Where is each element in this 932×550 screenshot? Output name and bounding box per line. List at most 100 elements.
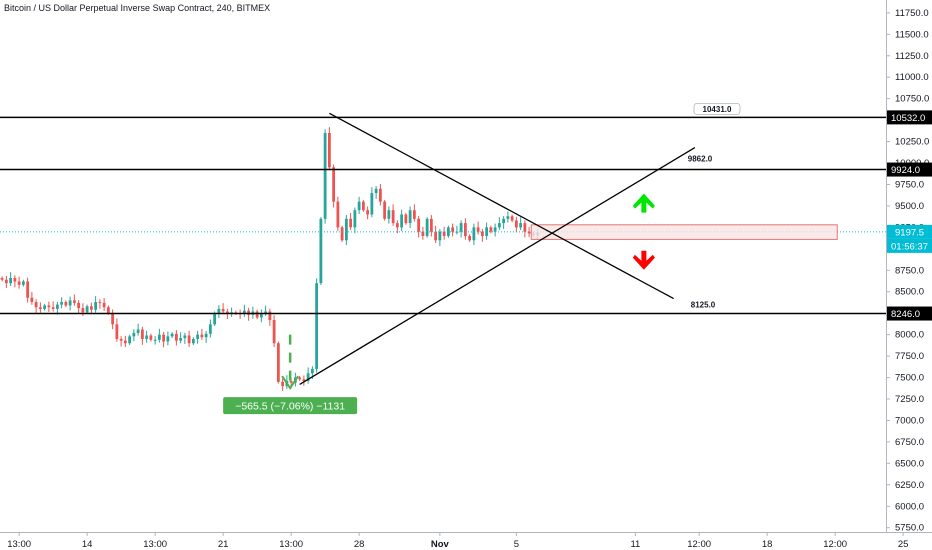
candle-down (247, 310, 251, 315)
candle-down (149, 335, 153, 340)
candle-up (94, 302, 98, 310)
current-price-label: 9197.5 (895, 227, 924, 238)
candle-up (153, 339, 157, 341)
candle-up (519, 223, 523, 228)
candle-up (85, 306, 89, 313)
candle-down (225, 311, 229, 314)
candle-up (166, 336, 170, 342)
candle-down (417, 218, 421, 232)
price-tick-label: 11500.0 (895, 29, 929, 40)
candle-down (378, 188, 382, 202)
price-tick-label: 11750.0 (895, 8, 929, 19)
breakout-zone-rectangle[interactable] (530, 224, 838, 240)
price-tick-label: 10750.0 (895, 94, 929, 105)
candle-down (327, 133, 331, 168)
candle-down (361, 201, 365, 211)
candle-up (208, 324, 212, 334)
candle-up (170, 333, 174, 337)
level-price-badge (887, 306, 932, 321)
candle-down (395, 223, 399, 228)
price-tick-label: 11000.0 (895, 72, 929, 83)
price-tick-label: 5750.0 (895, 523, 924, 534)
measure-chevron-icon (281, 375, 299, 390)
price-tick-label: 7500.0 (895, 373, 924, 384)
candle-down (480, 231, 484, 236)
time-tick-label: 13:00 (143, 539, 167, 550)
price-tick-label: 8000.0 (895, 330, 924, 341)
measure-badge (223, 397, 358, 415)
candle-down (47, 305, 51, 308)
candle-down (106, 307, 110, 314)
candle-down (366, 210, 370, 215)
time-tick-label: 12:00 (823, 539, 847, 550)
time-tick-label: 5 (514, 539, 519, 550)
candle-up (370, 193, 374, 215)
candle-up (259, 313, 263, 318)
candle-down (429, 218, 433, 232)
price-tick-label: 7250.0 (895, 394, 924, 405)
candle-down (276, 343, 280, 382)
candle-up (357, 201, 361, 211)
candle-down (336, 201, 340, 228)
candle-down (38, 307, 42, 309)
candle-up (9, 278, 13, 284)
candle-up (60, 302, 64, 305)
price-tick-label: 7750.0 (895, 351, 924, 362)
candle-down (442, 231, 446, 236)
candle-down (523, 223, 527, 232)
candle-up (408, 210, 412, 224)
candle-down (272, 320, 276, 344)
candle-down (302, 379, 306, 381)
level-annotation: 9862.0 (688, 155, 713, 164)
candle-up (319, 218, 323, 284)
candle-up (502, 218, 506, 224)
time-tick-label: 14 (82, 539, 93, 550)
candle-down (119, 338, 123, 341)
candle-up (242, 310, 246, 315)
candle-down (17, 281, 21, 285)
time-tick-label: 12:00 (687, 539, 711, 550)
countdown-badge (887, 238, 932, 253)
candle-up (68, 300, 72, 306)
candle-down (510, 216, 514, 221)
descending-trendline[interactable] (329, 112, 674, 300)
candle-down (102, 302, 106, 308)
candle-down (281, 381, 285, 387)
time-tick-label: 21 (218, 539, 229, 550)
candle-down (98, 302, 102, 304)
level-price-badge (887, 110, 932, 125)
time-tick-label: 13:00 (7, 539, 31, 550)
price-tick-label: 6250.0 (895, 480, 924, 491)
candle-down (111, 313, 115, 325)
candle-down (4, 279, 8, 284)
time-tick-label: 13:00 (279, 539, 303, 550)
candle-down (289, 380, 293, 383)
candle-down (476, 227, 480, 232)
price-tick-label: 8500.0 (895, 287, 924, 298)
candle-up (310, 368, 314, 374)
candle-down (34, 302, 38, 308)
candle-up (497, 223, 501, 228)
candle-up (323, 133, 327, 219)
candle-up (213, 313, 217, 325)
level-annotation: 8125.0 (691, 301, 716, 310)
candle-down (391, 210, 395, 224)
candle-up (204, 333, 208, 338)
candle-up (191, 338, 195, 344)
candle-up (315, 283, 319, 369)
candle-down (527, 231, 531, 234)
candle-up (425, 218, 429, 236)
candle-down (514, 220, 518, 228)
candle-down (187, 335, 191, 344)
level-price-label: 9924.0 (891, 165, 920, 176)
candle-down (404, 214, 408, 224)
time-tick-label: 18 (762, 539, 773, 550)
level-price-label: 8246.0 (891, 309, 920, 320)
price-tick-label: 6000.0 (895, 501, 924, 512)
candle-down (421, 231, 425, 236)
ascending-trendline[interactable] (299, 147, 696, 385)
candle-down (340, 227, 344, 241)
candle-up (374, 188, 378, 194)
